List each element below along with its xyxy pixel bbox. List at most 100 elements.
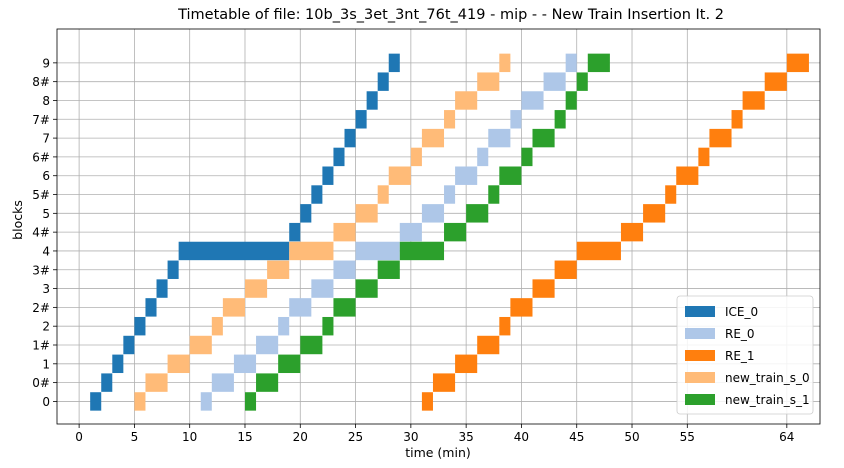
bar-segment: [488, 185, 500, 204]
bar-segment: [543, 72, 566, 91]
bar-segment: [587, 53, 610, 73]
bar-segment: [421, 204, 445, 223]
chart-title: Timetable of file: 10b_3s_3et_3nt_76t_41…: [177, 7, 724, 23]
legend-swatch: [685, 350, 715, 361]
legend-swatch: [685, 394, 715, 405]
bar-segment: [112, 354, 124, 374]
x-tick-label: 20: [293, 430, 308, 444]
legend-swatch: [685, 372, 715, 383]
bar-segment: [256, 373, 279, 392]
bar-segment: [576, 72, 588, 91]
bar-segment: [377, 72, 389, 91]
bar-segment: [145, 373, 168, 392]
bar-segment: [388, 166, 411, 185]
x-tick-label: 35: [459, 430, 474, 444]
bar-segment: [200, 392, 212, 411]
x-tick-label: 45: [569, 430, 584, 444]
bar-segment: [123, 335, 135, 355]
bar-segment: [134, 316, 146, 336]
bar-segment: [388, 53, 400, 73]
y-tick-label: 2: [42, 320, 50, 334]
bar-segment: [355, 241, 400, 261]
bar-segment: [366, 91, 378, 110]
bar-segment: [145, 298, 157, 317]
bar-segment: [355, 204, 378, 223]
bar-segment: [333, 222, 356, 242]
y-tick-label: 2#: [32, 301, 50, 315]
x-tick-label: 40: [514, 430, 529, 444]
x-tick-label: 55: [680, 430, 695, 444]
y-tick-label: 3: [42, 282, 50, 296]
legend-label: new_train_s_1: [725, 393, 810, 407]
bar-segment: [444, 185, 456, 204]
bar-segment: [565, 53, 577, 73]
legend-box: [676, 295, 814, 415]
bar-segment: [698, 147, 710, 167]
x-tick-label: 15: [237, 430, 252, 444]
bar-segment: [532, 128, 555, 148]
bar-segment: [565, 91, 577, 110]
bar-segment: [466, 204, 489, 223]
y-tick-label: 8#: [32, 75, 50, 89]
bar-segment: [477, 335, 500, 355]
y-tick-label: 5: [42, 207, 50, 221]
bar-segment: [256, 335, 279, 355]
legend: ICE_0 RE_0 RE_1 new_train_s_0 new_train_s_1: [676, 295, 814, 415]
bar-segment: [90, 392, 102, 411]
bar-segment: [488, 128, 511, 148]
bar-segment: [233, 354, 257, 374]
bar-segment: [300, 204, 312, 223]
bar-segment: [289, 241, 334, 261]
x-tick-label: 25: [348, 430, 363, 444]
bar-segment: [222, 298, 245, 317]
bar-segment: [432, 373, 456, 392]
bar-segment: [764, 72, 787, 91]
bar-segment: [289, 298, 312, 317]
bar-segment: [510, 110, 522, 129]
y-tick-label: 0#: [32, 376, 50, 390]
bar-segment: [311, 279, 334, 298]
y-tick-label: 1: [42, 357, 50, 371]
bar-segment: [167, 354, 190, 374]
bar-segment: [410, 147, 422, 167]
bar-segment: [156, 279, 168, 298]
bar-segment: [322, 166, 334, 185]
bar-segment: [322, 316, 334, 336]
y-axis-label: blocks: [10, 200, 25, 240]
y-tick-label: 3#: [32, 263, 50, 277]
bar-segment: [554, 110, 566, 129]
legend-swatch: [685, 328, 715, 339]
bar-segment: [101, 373, 113, 392]
bar-segment: [399, 241, 445, 261]
bar-segment: [477, 147, 489, 167]
bar-segment: [521, 91, 544, 110]
bar-segment: [333, 147, 345, 167]
legend-label: ICE_0: [725, 305, 758, 319]
bar-segment: [709, 128, 732, 148]
x-tick-label: 30: [403, 430, 418, 444]
bar-segment: [355, 279, 378, 298]
x-tick-label: 50: [624, 430, 639, 444]
x-tick-label: 5: [131, 430, 139, 444]
bar-segment: [333, 260, 356, 279]
bar-segment: [444, 222, 467, 242]
bar-segment: [300, 335, 323, 355]
bar-segment: [344, 128, 356, 148]
bar-segment: [444, 110, 456, 129]
legend-label: new_train_s_0: [725, 371, 810, 385]
bar-segment: [477, 72, 500, 91]
bar-segment: [576, 241, 621, 261]
y-tick-label: 0: [42, 395, 50, 409]
bar-segment: [311, 185, 323, 204]
y-tick-label: 9: [42, 56, 50, 70]
bar-segment: [377, 185, 389, 204]
bar-segment: [499, 166, 522, 185]
bar-segment: [421, 128, 445, 148]
legend-swatch: [685, 306, 715, 317]
y-tick-label: 4: [42, 244, 50, 258]
bar-segment: [786, 53, 809, 73]
bar-segment: [731, 110, 743, 129]
bar-segment: [455, 91, 478, 110]
y-tick-label: 8: [42, 94, 50, 108]
